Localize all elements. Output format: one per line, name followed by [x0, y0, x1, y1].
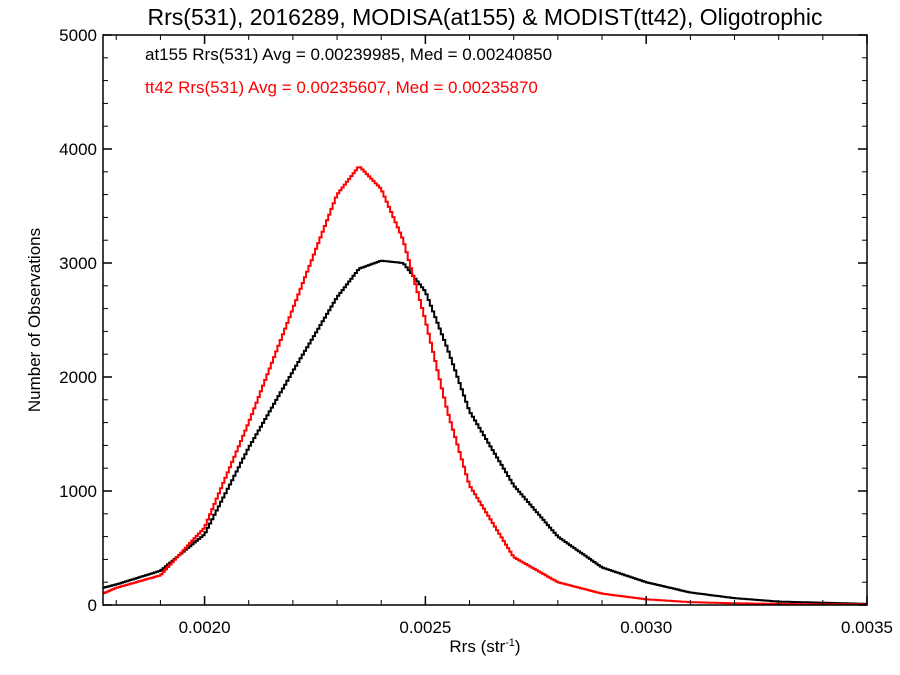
- histogram-series-1: [103, 166, 867, 606]
- y-tick-label: 4000: [59, 140, 97, 159]
- y-tick-label: 0: [88, 596, 97, 615]
- y-tick-label: 1000: [59, 482, 97, 501]
- axis-ticks: 0.0020 0.0025 0.0030 0.0035 0 1000 2000 3000 400…: [59, 26, 893, 637]
- y-tick-label: 3000: [59, 254, 97, 273]
- x-axis-label: Rrs (str-1): [449, 637, 520, 656]
- y-tick-label: 5000: [59, 26, 97, 45]
- y-tick-label: 2000: [59, 368, 97, 387]
- annotation-tt42: tt42 Rrs(531) Avg = 0.00235607, Med = 0.…: [145, 78, 538, 97]
- x-axis-label-sup: -1: [505, 637, 515, 649]
- histogram-series-0: [103, 259, 867, 605]
- x-tick-label: 0.0020: [179, 618, 231, 637]
- y-axis-label: Number of Observations: [25, 228, 44, 412]
- x-axis-label-main: Rrs (str: [449, 637, 505, 656]
- series-layer: [103, 166, 867, 606]
- x-tick-label: 0.0030: [620, 618, 672, 637]
- x-axis-label-close: ): [515, 637, 521, 656]
- x-tick-label: 0.0035: [841, 618, 893, 637]
- x-tick-label: 0.0025: [399, 618, 451, 637]
- chart-title: Rrs(531), 2016289, MODISA(at155) & MODIS…: [148, 4, 823, 30]
- plot-frame: [102, 34, 868, 606]
- annotation-at155: at155 Rrs(531) Avg = 0.00239985, Med = 0…: [145, 45, 552, 64]
